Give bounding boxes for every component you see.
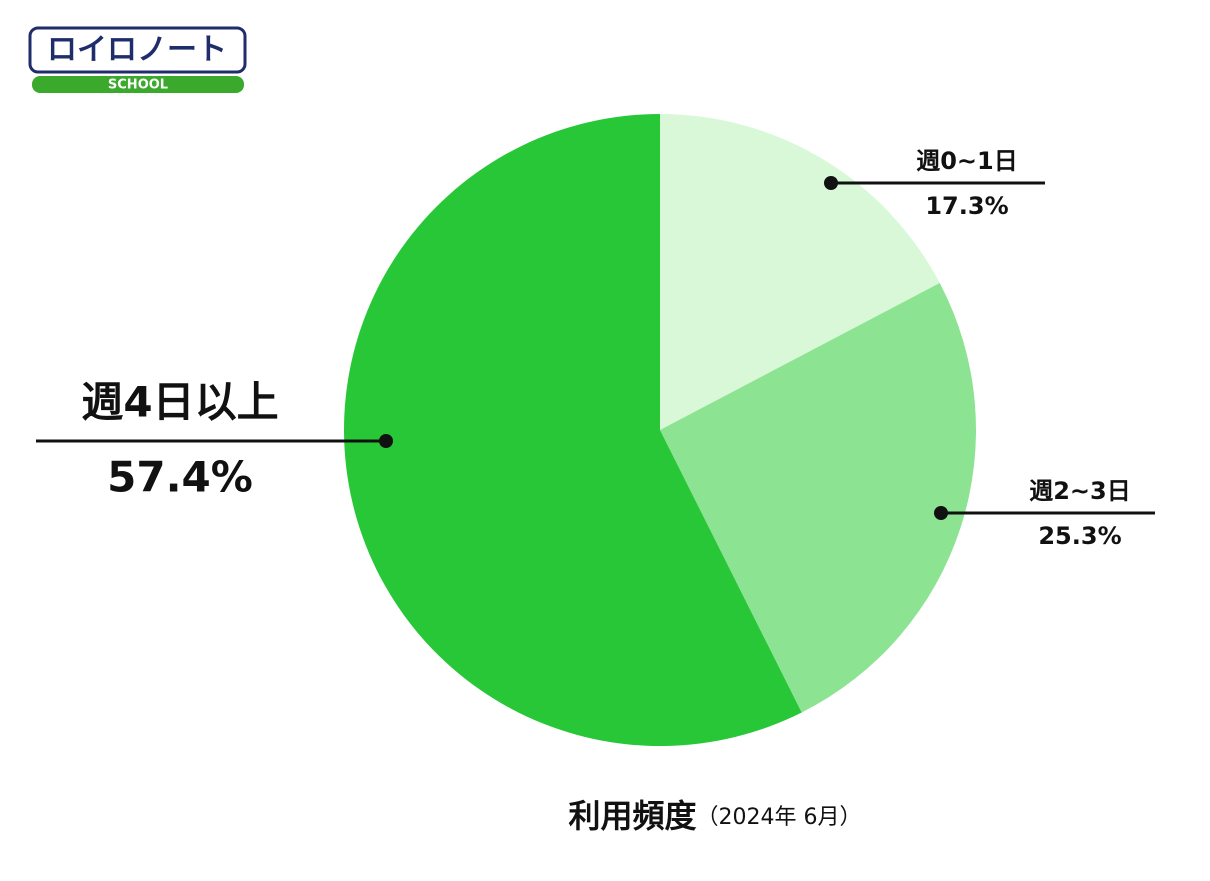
logo-bar — [32, 76, 244, 93]
chart-title-group: 利用頻度（2024年 6月） — [569, 797, 862, 835]
pie-slice — [660, 114, 940, 430]
value-label: 25.3% — [1038, 522, 1121, 550]
leader-dot — [379, 434, 393, 448]
logo-subtitle: SCHOOL — [108, 78, 168, 93]
slice-label: 週4日以上 — [81, 378, 278, 427]
logo-title: ロイロノート — [47, 33, 227, 68]
value-label: 57.4% — [107, 453, 253, 502]
leader-dot — [824, 176, 838, 190]
chart-subtitle: （2024年 6月） — [697, 805, 862, 830]
leader-dot — [934, 506, 948, 520]
logo: ロイロノート SCHOOL — [28, 26, 247, 93]
slice-label: 週2~3日 — [1029, 477, 1131, 505]
logo-box — [28, 26, 247, 74]
chart-title: 利用頻度 — [569, 797, 697, 835]
pie-slice — [344, 114, 802, 747]
pie-slice — [660, 283, 977, 713]
slice-label: 週0~1日 — [916, 147, 1018, 175]
value-label: 17.3% — [925, 192, 1008, 220]
